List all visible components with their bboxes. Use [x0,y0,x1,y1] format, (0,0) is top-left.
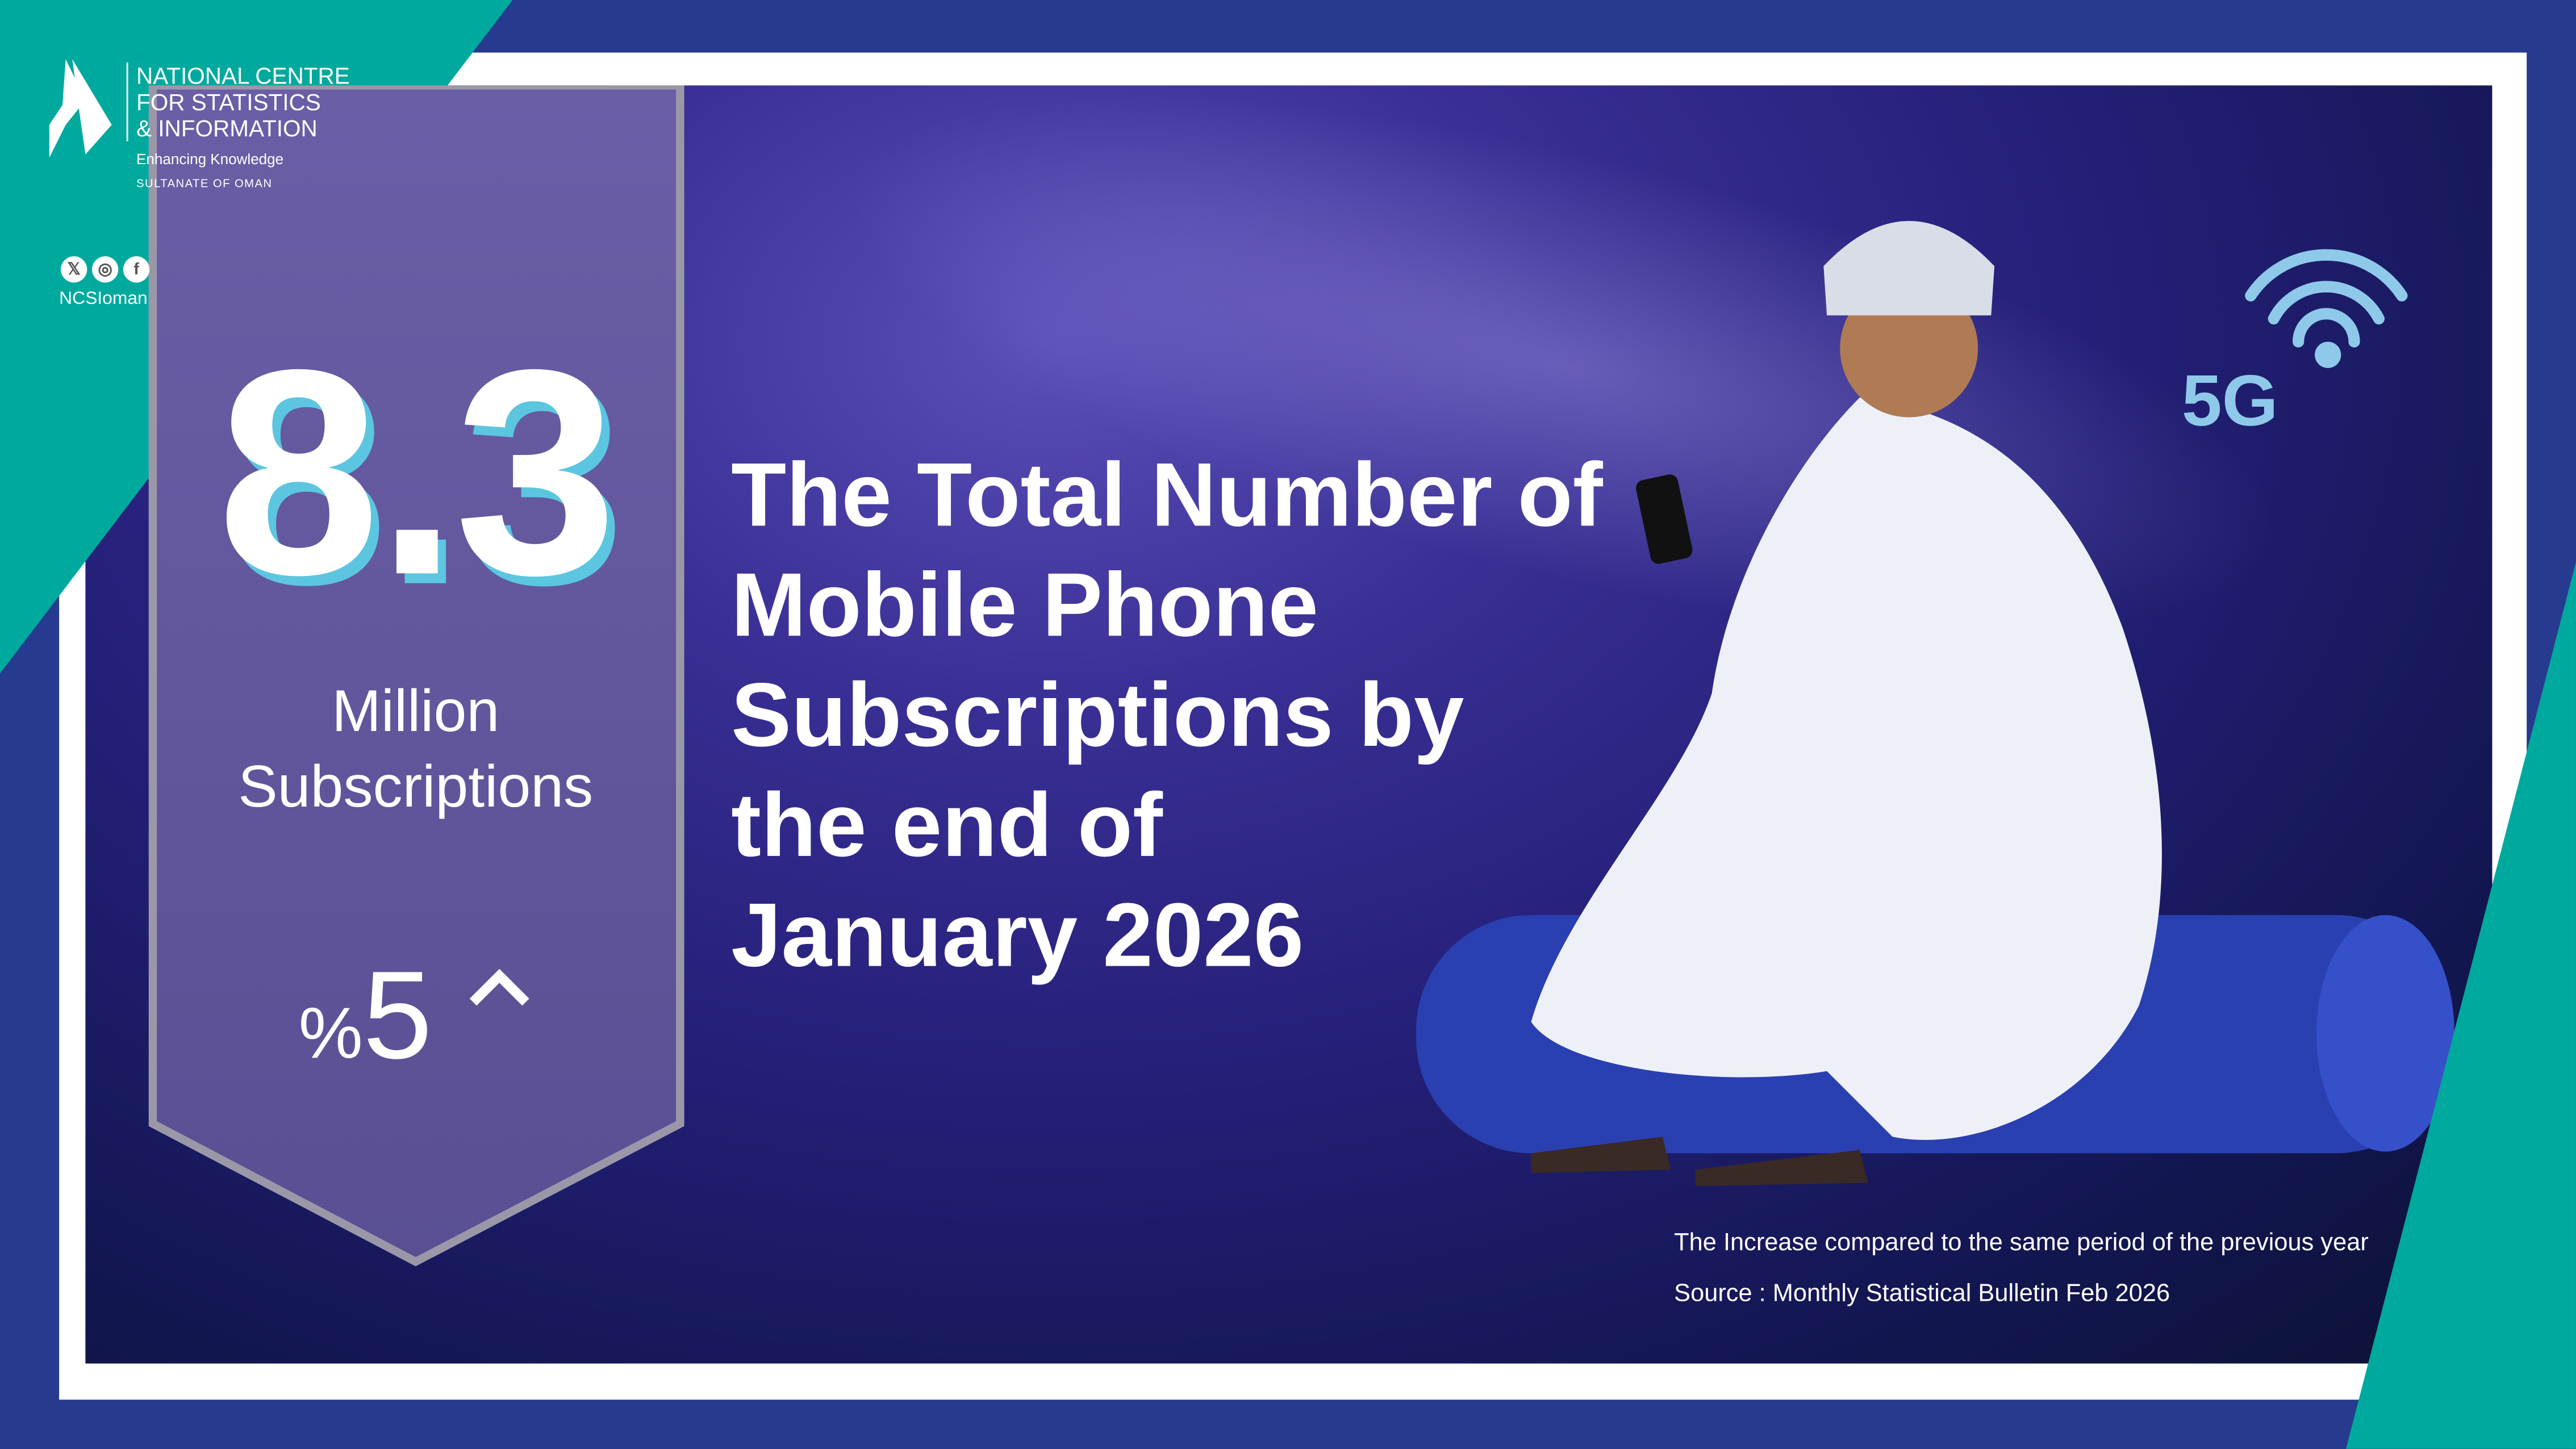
cushion-end [2316,915,2454,1152]
unit-line: Million [332,677,500,745]
facebook-icon[interactable]: f [123,256,150,283]
headline-line: Mobile Phone [731,553,1318,655]
percent-sign: % [298,993,363,1075]
headline-line: The Total Number of [731,443,1603,546]
kumma-cap [1823,221,1995,316]
x-icon[interactable]: 𝕏 [61,256,87,283]
stat-value: 8.3 [217,308,617,636]
country-label: SULTANATE OF OMAN [136,179,273,191]
source-note: Source : Monthly Statistical Bulletin Fe… [1674,1280,2170,1308]
arrow-up-icon [470,968,530,1006]
social-handle: NCSIoman [59,289,148,309]
headline-line: Subscriptions by [731,663,1464,766]
stat-banner [148,85,684,1267]
stat-change: %5 [151,945,680,1088]
org-name-line: FOR STATISTICS [136,89,321,115]
change-value: 5 [362,946,433,1086]
stat-unit: Million Subscriptions [151,674,680,825]
wifi-icon [2245,249,2408,348]
org-name-line: & INFORMATION [136,115,318,141]
headline: The Total Number of Mobile Phone Subscri… [731,440,1651,991]
tagline: Enhancing Knowledge [136,151,284,168]
headline-line: the end of [731,774,1163,876]
org-name-line: NATIONAL CENTRE [136,62,350,89]
teal-corner-bottom-right [2346,562,2576,1449]
organization-name: NATIONAL CENTRE FOR STATISTICS & INFORMA… [126,62,350,141]
headline-line: January 2026 [731,884,1304,986]
instagram-icon[interactable]: ◎ [91,256,119,283]
sandal-left [1531,1137,1671,1174]
white-robe [1531,397,2162,1140]
social-links: 𝕏 ◎ f [61,256,150,283]
5g-badge: 5G [2181,361,2278,442]
unit-line: Subscriptions [238,752,594,820]
ncsi-logo [49,59,115,166]
phone [1636,474,1693,564]
sandal-right [1695,1150,1868,1187]
man-with-phone-illustration [1416,221,2454,1187]
comparison-note: The Increase compared to the same period… [1674,1229,2369,1257]
